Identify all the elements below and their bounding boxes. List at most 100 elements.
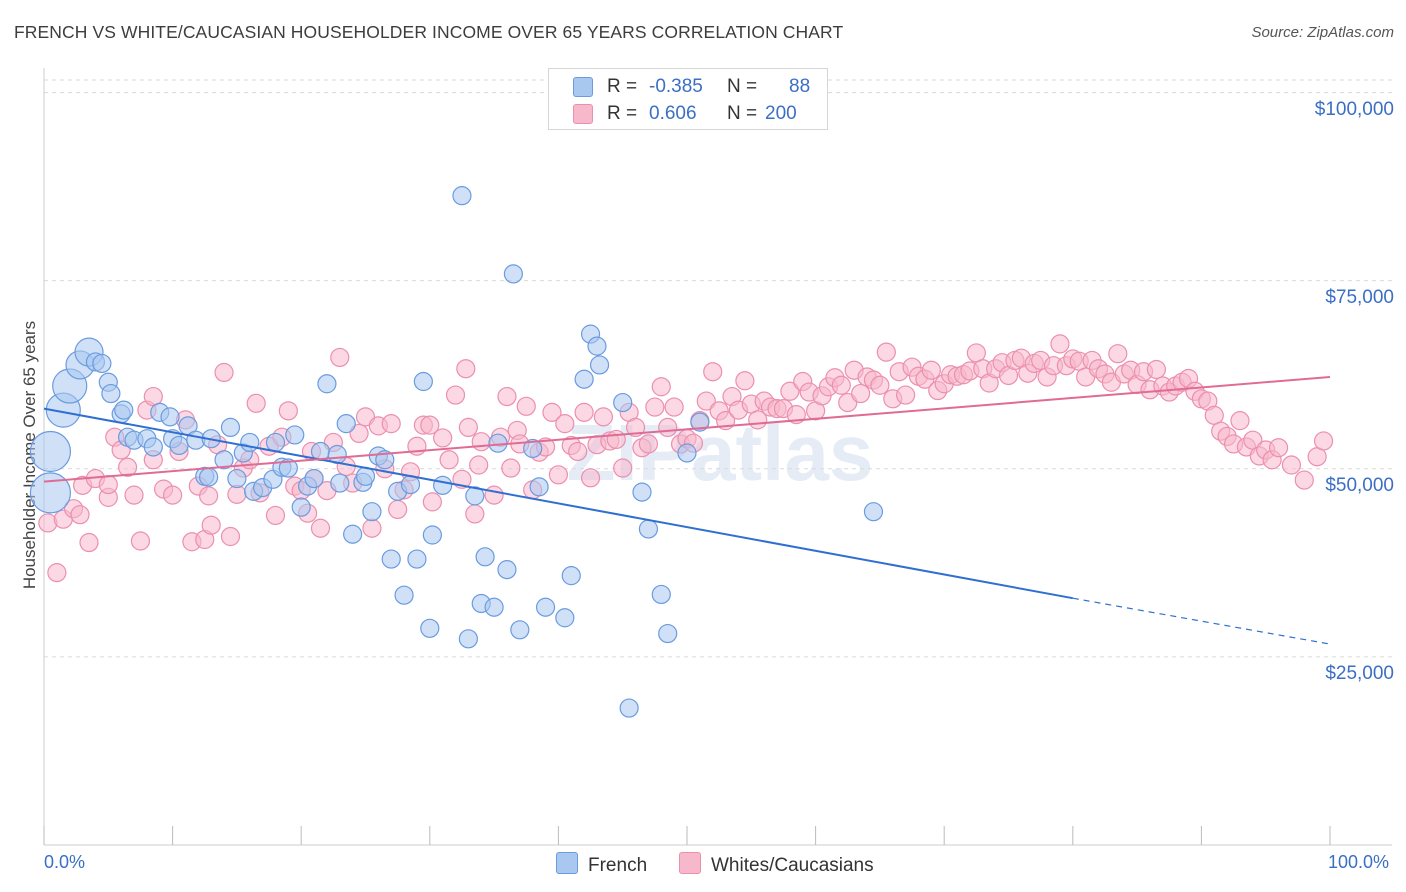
whites-point-189 [1230, 411, 1250, 431]
whites-point-71 [471, 432, 491, 452]
whites-point-67 [456, 359, 476, 379]
whites-point-127 [831, 375, 851, 395]
french-point-79 [613, 392, 633, 413]
french-point-51 [381, 549, 401, 569]
whites-point-195 [1268, 438, 1289, 458]
legend-row-french: R = -0.385 N = 88 [549, 73, 827, 101]
french-point-70 [523, 438, 543, 459]
whites-point-84 [555, 414, 575, 434]
french-swatch [573, 77, 593, 97]
french-point-74 [561, 566, 581, 586]
whites-n-value: 200 [765, 103, 797, 124]
whites-point-161 [1050, 334, 1070, 354]
whites-point-112 [735, 371, 755, 391]
whites-point-36 [265, 505, 286, 526]
french-point-83 [651, 584, 671, 605]
french-point-65 [484, 597, 504, 617]
french-point-50 [375, 450, 395, 470]
whites-point-52 [362, 518, 382, 538]
french-n-label: N = [727, 76, 758, 97]
whites-point-95 [625, 417, 646, 438]
french-point-1 [29, 430, 72, 473]
y-tick-label-0: $25,000 [1325, 662, 1394, 684]
french-point-69 [510, 620, 530, 640]
whites-n-label: N = [727, 103, 758, 124]
french-point-71 [529, 477, 549, 497]
french-point-39 [304, 468, 324, 489]
whites-trend-line [43, 375, 1331, 483]
whites-r-label: R = [607, 103, 638, 124]
french-point-43 [330, 473, 350, 493]
french-point-41 [317, 374, 337, 394]
whites-point-62 [422, 492, 442, 512]
french-point-7 [92, 353, 112, 374]
french-point-67 [497, 560, 517, 580]
french-point-84 [658, 623, 678, 644]
whites-point-196 [1281, 455, 1302, 475]
french-point-61 [458, 629, 478, 649]
french-point-75 [574, 369, 594, 389]
french-point-64 [475, 547, 495, 567]
french-legend-swatch [556, 852, 578, 874]
whites-point-6 [79, 532, 99, 553]
whites-point-75 [501, 458, 521, 478]
whites-point-107 [703, 362, 723, 382]
whites-r-value: 0.606 [649, 103, 697, 124]
whites-point-87 [574, 402, 594, 422]
whites-point-119 [780, 381, 800, 401]
legend-label-whites: Whites/Caucasians [711, 855, 874, 876]
french-point-80 [619, 698, 639, 718]
french-point-35 [278, 458, 298, 478]
whites-point-199 [1313, 431, 1334, 451]
french-point-86 [690, 412, 710, 432]
french-point-55 [407, 549, 427, 569]
french-point-57 [420, 618, 440, 638]
whites-point-65 [445, 385, 466, 405]
whites-point-176 [1146, 359, 1166, 380]
whites-point-55 [381, 414, 401, 434]
whites-point-70 [469, 455, 489, 475]
legend-row-whites: R = 0.606 N = 200 [549, 100, 827, 128]
whites-point-28 [214, 362, 234, 383]
whites-point-134 [876, 342, 896, 362]
whites-point-69 [465, 504, 485, 524]
whites-point-9 [98, 474, 118, 495]
x-tick-label-max: 100.0% [1328, 852, 1390, 872]
whites-point-47 [330, 347, 350, 368]
french-point-81 [632, 482, 652, 502]
french-point-53 [394, 585, 414, 605]
whites-point-13 [124, 485, 144, 505]
legend-item-whites: Whites/Caucasians [679, 852, 874, 877]
french-point-37 [291, 497, 311, 517]
whites-point-25 [199, 486, 219, 506]
whites-point-72 [484, 485, 504, 505]
french-r-label: R = [607, 76, 638, 97]
y-tick-label-2: $75,000 [1325, 286, 1394, 308]
whites-point-1 [47, 563, 67, 583]
whites-point-44 [310, 518, 331, 538]
whites-series [38, 334, 1334, 583]
whites-point-170 [1108, 344, 1128, 364]
whites-point-98 [645, 397, 665, 417]
whites-point-82 [542, 402, 562, 422]
whites-point-101 [664, 397, 684, 417]
french-point-68 [503, 264, 523, 284]
french-point-33 [265, 432, 286, 453]
source-credit: Source: ZipAtlas.com [1251, 24, 1394, 41]
chart-title: FRENCH VS WHITE/CAUCASIAN HOUSEHOLDER IN… [14, 22, 844, 42]
whites-point-83 [548, 465, 569, 485]
whites-point-68 [458, 417, 478, 438]
whites-point-33 [246, 393, 266, 413]
correlation-legend: R = -0.385 N = 88 R = 0.606 N = 200 [548, 68, 828, 130]
whites-legend-swatch [679, 852, 701, 874]
whites-point-78 [516, 396, 536, 416]
whites-point-26 [201, 515, 221, 535]
whites-point-133 [870, 375, 890, 395]
whites-point-50 [349, 423, 369, 444]
whites-point-88 [580, 468, 601, 488]
whites-point-197 [1294, 470, 1314, 490]
french-series [29, 186, 884, 718]
french-trend-line [43, 407, 1073, 600]
french-point-77 [587, 336, 607, 356]
french-n-value: 88 [789, 76, 811, 97]
